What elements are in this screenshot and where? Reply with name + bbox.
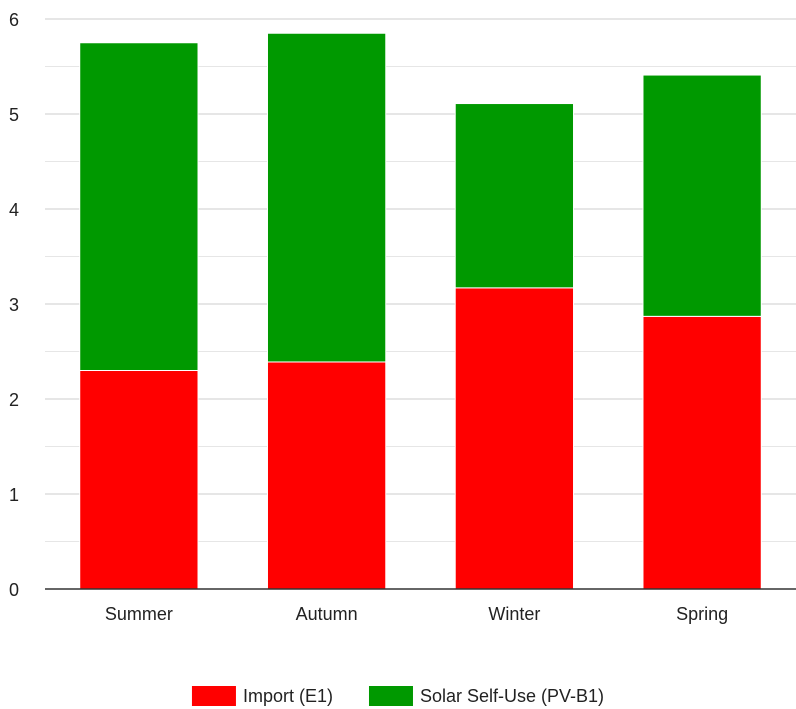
x-tick-label: Autumn — [296, 604, 358, 624]
x-tick-label: Spring — [676, 604, 728, 624]
y-tick-label: 6 — [9, 10, 19, 30]
x-tick-label: Winter — [488, 604, 540, 624]
y-tick-label: 0 — [9, 580, 19, 600]
legend-swatch — [191, 686, 236, 706]
legend-swatch — [368, 686, 413, 706]
legend-label: Import (E1) — [243, 686, 333, 706]
legend-label: Solar Self-Use (PV-B1) — [420, 686, 604, 706]
bar-segment — [79, 370, 199, 590]
x-tick-label: Summer — [105, 604, 173, 624]
y-tick-label: 2 — [9, 390, 19, 410]
bar-segment — [266, 361, 387, 590]
y-tick-label: 5 — [9, 105, 19, 125]
y-tick-label: 1 — [9, 485, 19, 505]
bar-segment — [266, 32, 387, 363]
bar-segment — [642, 74, 762, 317]
bar-segment — [79, 42, 199, 371]
bar-segment — [454, 103, 575, 289]
bar-segment — [642, 315, 762, 590]
bar-segment — [454, 287, 575, 590]
y-tick-label: 4 — [9, 200, 19, 220]
y-tick-label: 3 — [9, 295, 19, 315]
